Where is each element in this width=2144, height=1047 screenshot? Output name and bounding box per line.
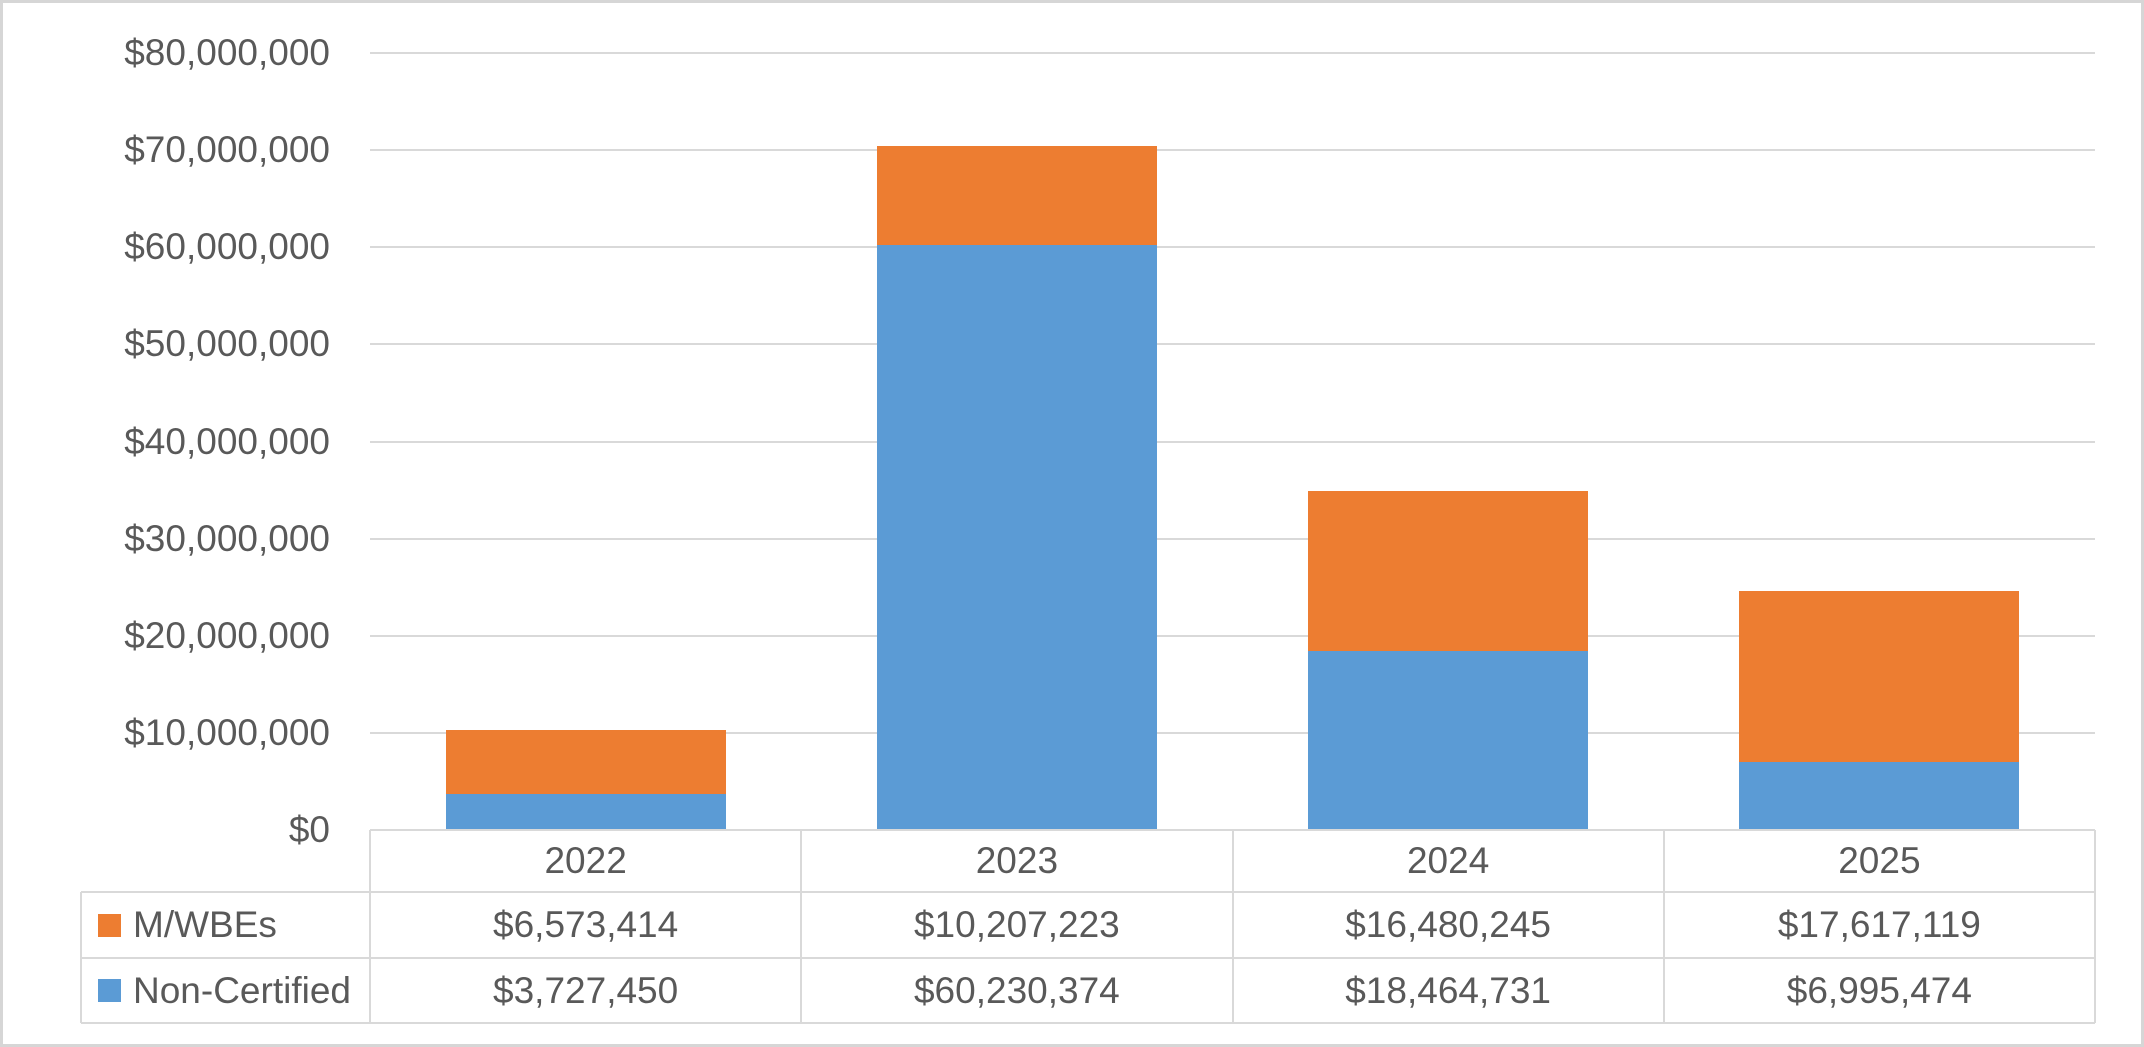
y-axis-tick-label: $40,000,000 <box>124 420 330 462</box>
table-border-column <box>1663 830 1665 1023</box>
y-axis-tick-label: $50,000,000 <box>124 323 330 365</box>
bar-segment-mwbes-2022 <box>446 729 726 794</box>
bar-segment-non-certified-2023 <box>877 245 1157 830</box>
y-axis-tick-label: $0 <box>288 809 330 850</box>
bar-segment-non-certified-2024 <box>1308 650 1588 830</box>
horizontal-gridline <box>370 440 2095 443</box>
table-header-year-2023: 2023 <box>975 840 1059 881</box>
y-axis-tick-label: $70,000,000 <box>124 129 330 171</box>
table-border-legend-left <box>80 892 82 1023</box>
legend-label-non-certified: Non-Certified <box>133 970 351 1011</box>
bar-segment-non-certified-2022 <box>446 793 726 830</box>
horizontal-gridline <box>370 343 2095 346</box>
table-border-column <box>800 830 802 1023</box>
bar-segment-mwbes-2024 <box>1308 490 1588 651</box>
legend-key-mwbes-icon <box>98 913 121 937</box>
table-border-column <box>1232 830 1234 1023</box>
y-axis-tick-label: $60,000,000 <box>124 226 330 268</box>
table-border-column <box>369 830 371 1023</box>
table-value-mwbes-2025: $17,617,119 <box>1777 904 1981 945</box>
table-header-year-2025: 2025 <box>1838 840 1921 881</box>
legend-label-mwbes: M/WBEs <box>133 904 277 945</box>
horizontal-gridline <box>370 246 2095 249</box>
table-value-mwbes-2024: $16,480,245 <box>1345 904 1551 945</box>
table-value-non-certified-2025: $6,995,474 <box>1786 970 1972 1011</box>
table-value-non-certified-2024: $18,464,731 <box>1345 970 1551 1011</box>
table-value-mwbes-2023: $10,207,223 <box>913 904 1120 945</box>
y-axis-tick-label: $30,000,000 <box>124 517 330 559</box>
y-axis-tick-label: $10,000,000 <box>124 711 330 753</box>
table-border-right <box>2094 830 2096 1023</box>
bar-segment-mwbes-2023 <box>877 145 1157 245</box>
table-border-bottom <box>81 1022 2095 1024</box>
table-value-non-certified-2022: $3,727,450 <box>493 970 679 1011</box>
horizontal-gridline <box>370 149 2095 152</box>
table-value-mwbes-2022: $6,573,414 <box>493 904 679 945</box>
bar-segment-non-certified-2025 <box>1739 762 2019 830</box>
horizontal-gridline <box>370 731 2095 734</box>
y-axis-tick-label: $20,000,000 <box>124 614 330 656</box>
legend-key-non-certified-icon <box>98 979 121 1002</box>
horizontal-gridline <box>370 537 2095 540</box>
table-header-year-2022: 2022 <box>544 840 627 881</box>
table-border-row <box>81 891 2095 893</box>
horizontal-gridline <box>370 634 2095 637</box>
horizontal-gridline <box>370 52 2095 54</box>
y-axis-tick-label: $80,000,000 <box>124 32 330 73</box>
table-value-non-certified-2023: $60,230,374 <box>913 970 1120 1011</box>
bar-segment-mwbes-2025 <box>1739 590 2019 763</box>
table-header-year-2024: 2024 <box>1406 840 1490 881</box>
table-border-row <box>81 957 2095 959</box>
